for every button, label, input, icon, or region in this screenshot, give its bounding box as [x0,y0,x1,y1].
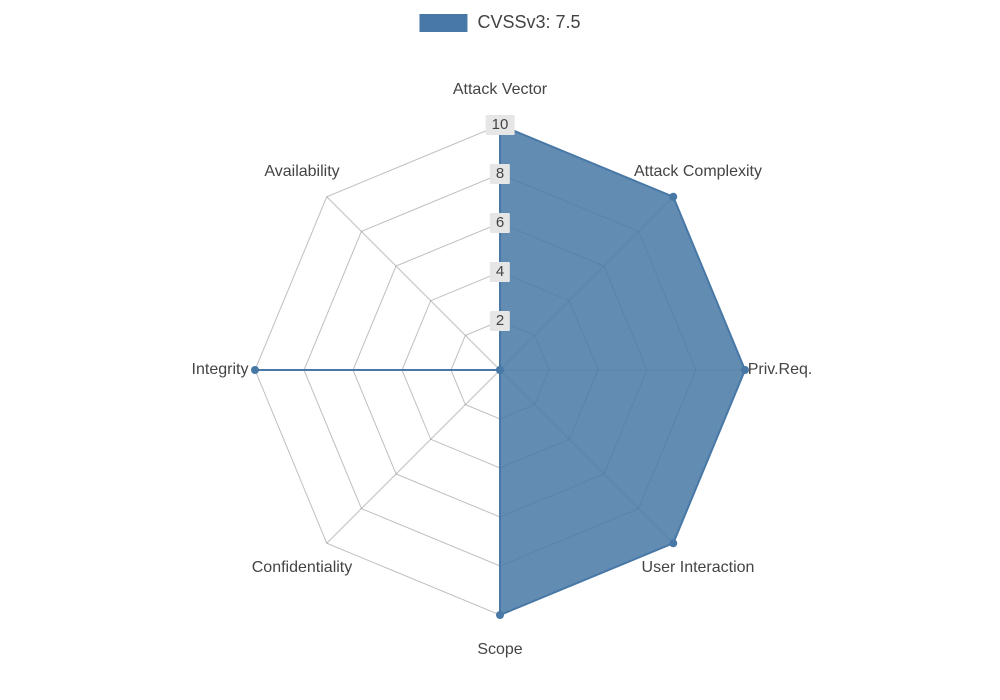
axis-label: Scope [477,641,522,659]
series-marker [496,611,504,619]
tick-label: 10 [486,115,515,135]
grid-spoke [327,197,500,370]
tick-label: 6 [490,213,510,233]
radar-chart: CVSSv3: 7.5 Attack VectorAttack Complexi… [0,0,1000,700]
axis-label: Integrity [192,361,249,379]
axis-label: Attack Complexity [634,163,762,181]
axis-label: Availability [264,163,339,181]
radar-svg [0,0,1000,700]
tick-label: 8 [490,164,510,184]
tick-label: 4 [490,262,510,282]
series-marker [669,539,677,547]
tick-label: 2 [490,311,510,331]
grid-spoke [327,370,500,543]
series-marker [669,193,677,201]
axis-label: Confidentiality [252,559,353,577]
axis-label: Priv.Req. [748,361,813,379]
axis-label: Attack Vector [453,81,547,99]
series-marker [251,366,259,374]
series-marker [496,366,504,374]
axis-label: User Interaction [642,559,755,577]
